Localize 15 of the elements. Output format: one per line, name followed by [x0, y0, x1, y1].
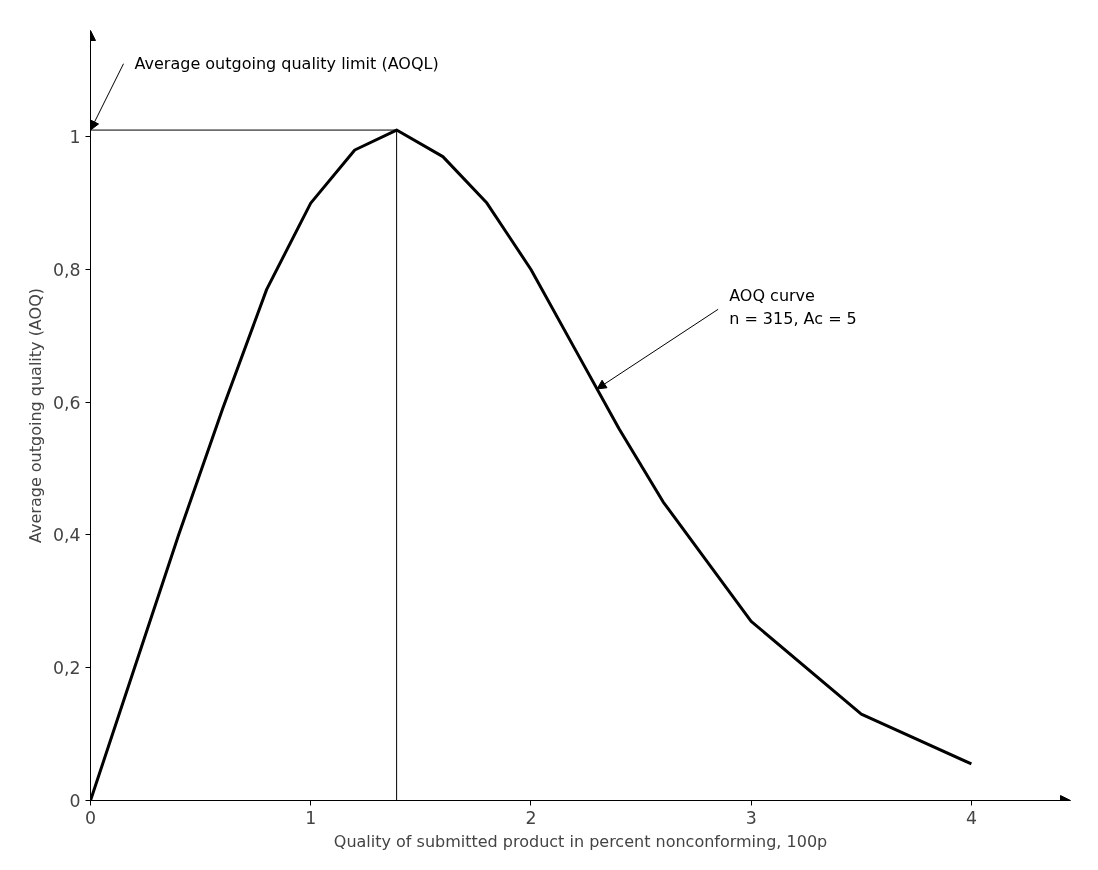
- x-tick-label: 2: [525, 807, 537, 828]
- annotation: AOQ curve n = 315, Ac = 5: [729, 285, 857, 328]
- y-tick-label: 0,4: [52, 525, 81, 546]
- x-tick-label: 1: [305, 807, 317, 828]
- x-tick-label: 0: [84, 807, 97, 828]
- y-tick-label: 0,8: [52, 259, 81, 280]
- y-tick-label: 0,6: [52, 392, 81, 413]
- y-tick-label: 0: [69, 791, 81, 811]
- x-tick-label: 3: [745, 807, 757, 828]
- x-axis-title: Quality of submitted product in percent nonconforming, 100p: [333, 831, 828, 851]
- y-tick-label: 0,2: [52, 658, 81, 679]
- annotation: Average outgoing quality limit (AOQL): [134, 54, 439, 74]
- y-axis-title: Average outgoing quality (AOQ): [25, 288, 45, 543]
- y-tick-label: 1: [69, 127, 81, 148]
- x-tick-label: 4: [965, 807, 977, 828]
